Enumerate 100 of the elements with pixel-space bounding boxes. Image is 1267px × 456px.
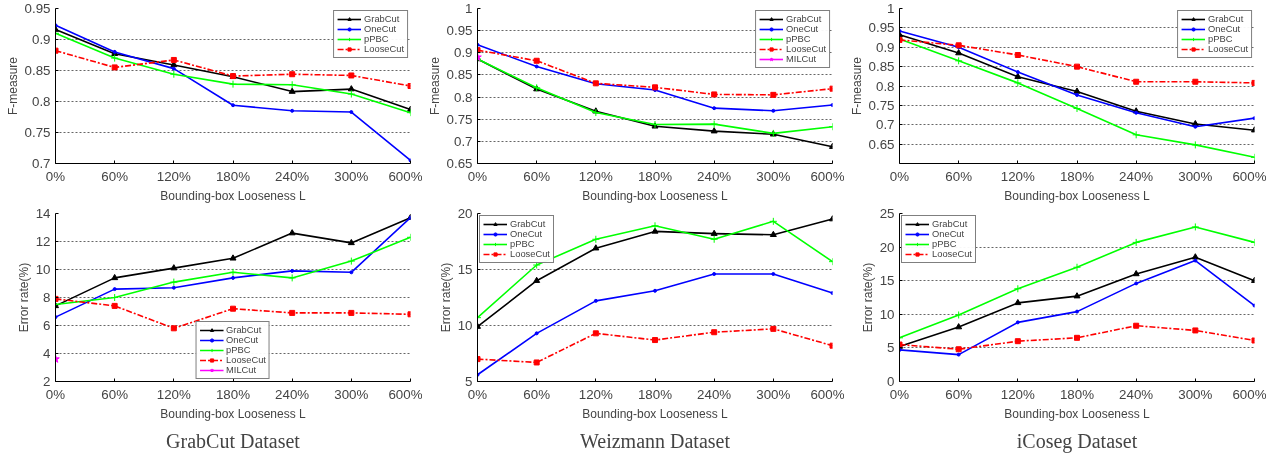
legend-label: pPBC xyxy=(932,239,957,249)
x-tick-label: 300% xyxy=(334,386,369,402)
legend-label: GrabCut xyxy=(786,14,822,24)
x-tick-label: 0% xyxy=(45,386,66,402)
legend-label: LooseCut xyxy=(786,44,826,54)
y-tick-label: 0.8 xyxy=(453,89,473,105)
x-tick-label: 240% xyxy=(1119,386,1154,402)
x-tick-label: 240% xyxy=(1119,168,1154,184)
y-tick-label: 0.7 xyxy=(31,156,51,171)
x-tick-label: 120% xyxy=(1000,386,1036,402)
x-tick-label: 60% xyxy=(523,168,551,184)
y-tick-label: 0.95 xyxy=(24,1,51,16)
x-tick-label: 0% xyxy=(467,386,488,402)
legend-label: pPBC xyxy=(226,345,251,355)
x-axis-title: Bounding-box Looseness L xyxy=(160,188,307,203)
x-tick-label: 180% xyxy=(637,386,673,402)
legend-label: GrabCut xyxy=(932,219,968,229)
y-tick-label: 10 xyxy=(879,306,895,322)
y-tick-label: 10 xyxy=(457,318,473,333)
y-tick-label: 0.75 xyxy=(24,125,51,140)
y-tick-label: 8 xyxy=(43,290,51,305)
y-tick-label: 2 xyxy=(43,374,51,389)
x-axis-title: Bounding-box Looseness L xyxy=(1004,406,1151,421)
legend-label: pPBC xyxy=(510,239,535,249)
x-tick-label: 0% xyxy=(45,168,66,184)
y-tick-label: 15 xyxy=(879,273,895,289)
y-tick-label: 0.7 xyxy=(875,117,895,133)
x-tick-label: 180% xyxy=(215,168,251,184)
legend-label: OneCut xyxy=(226,335,259,345)
x-tick-label: 60% xyxy=(101,386,129,402)
x-tick-label: 180% xyxy=(1059,386,1095,402)
x-tick-label: 240% xyxy=(275,168,310,184)
x-tick-label: 120% xyxy=(1000,168,1036,184)
legend-label: GrabCut xyxy=(364,14,400,24)
y-axis-title: Error rate(%) xyxy=(16,262,31,333)
y-tick-label: 1 xyxy=(887,1,895,16)
y-tick-label: 0.9 xyxy=(875,39,895,55)
text: Weizmann Dataset xyxy=(580,429,731,452)
x-tick-label: 600% xyxy=(1232,386,1267,402)
y-tick-label: 0.9 xyxy=(31,32,51,47)
y-tick-label: 1 xyxy=(465,1,473,16)
x-tick-label: 120% xyxy=(578,168,614,184)
legend-label: LooseCut xyxy=(1208,44,1248,54)
y-tick-label: 0.85 xyxy=(446,67,473,83)
legend-label: pPBC xyxy=(786,34,811,44)
y-tick-label: 6 xyxy=(43,318,51,333)
y-tick-label: 0.95 xyxy=(868,20,895,36)
y-tick-label: 0.8 xyxy=(875,78,895,94)
y-axis-title: F-measure xyxy=(5,56,20,116)
x-tick-label: 0% xyxy=(889,386,910,402)
text: GrabCut Dataset xyxy=(166,429,301,452)
legend-label: LooseCut xyxy=(510,249,550,259)
y-tick-label: 20 xyxy=(879,239,895,255)
y-tick-label: 14 xyxy=(35,206,52,221)
x-tick-label: 240% xyxy=(275,386,310,402)
x-tick-label: 0% xyxy=(889,168,910,184)
x-tick-label: 300% xyxy=(756,168,791,184)
x-axis-title: Bounding-box Looseness L xyxy=(1004,188,1151,203)
x-tick-label: 60% xyxy=(945,168,973,184)
x-axis-title: Bounding-box Looseness L xyxy=(160,406,307,421)
legend-label: MILCut xyxy=(226,365,257,375)
x-tick-label: 120% xyxy=(156,168,192,184)
y-tick-label: 0.65 xyxy=(868,136,895,152)
legend-label: OneCut xyxy=(1208,24,1241,34)
legend-label: OneCut xyxy=(510,229,543,239)
legend-label: OneCut xyxy=(364,24,397,34)
legend-label: OneCut xyxy=(932,229,965,239)
legend-label: pPBC xyxy=(364,34,389,44)
x-tick-label: 60% xyxy=(101,168,129,184)
y-tick-label: 5 xyxy=(465,374,473,389)
y-tick-label: 20 xyxy=(457,206,473,221)
y-tick-label: 25 xyxy=(879,206,895,221)
x-tick-label: 180% xyxy=(1059,168,1095,184)
x-tick-label: 180% xyxy=(637,168,673,184)
x-tick-label: 300% xyxy=(1178,168,1213,184)
legend-label: MILCut xyxy=(786,54,817,64)
x-axis-title: Bounding-box Looseness L xyxy=(582,406,729,421)
y-tick-label: 0.8 xyxy=(31,94,51,109)
x-tick-label: 300% xyxy=(334,168,369,184)
x-tick-label: 600% xyxy=(810,386,845,402)
x-tick-label: 600% xyxy=(810,168,845,184)
y-tick-label: 0.65 xyxy=(446,156,473,171)
legend-label: LooseCut xyxy=(364,44,404,54)
legend-label: GrabCut xyxy=(226,325,262,335)
y-tick-label: 4 xyxy=(43,346,52,361)
y-tick-label: 15 xyxy=(457,262,473,277)
y-axis-title: F-measure xyxy=(849,56,864,116)
y-axis-title: F-measure xyxy=(427,56,442,116)
text: iCoseg Dataset xyxy=(1016,429,1138,453)
legend-label: OneCut xyxy=(786,24,819,34)
x-tick-label: 60% xyxy=(945,386,973,402)
y-tick-label: 0.85 xyxy=(868,59,895,75)
y-tick-label: 0.9 xyxy=(453,45,473,61)
y-tick-label: 0 xyxy=(887,374,895,389)
x-tick-label: 240% xyxy=(697,168,732,184)
y-tick-label: 0.85 xyxy=(24,63,51,78)
x-tick-label: 300% xyxy=(756,386,791,402)
y-tick-label: 0.7 xyxy=(453,133,473,149)
legend-label: pPBC xyxy=(1208,34,1233,44)
x-axis-title: Bounding-box Looseness L xyxy=(582,188,729,203)
